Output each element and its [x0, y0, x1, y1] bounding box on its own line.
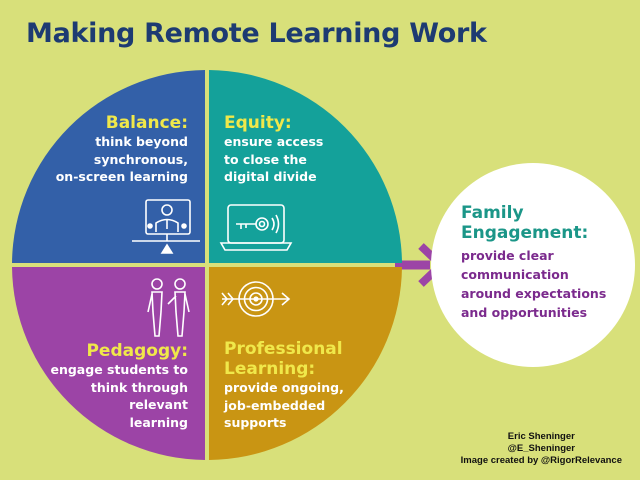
balance-body: think beyond synchronous, on-screen lear…: [55, 134, 188, 184]
equity-body: ensure access to close the digital divid…: [224, 134, 324, 184]
pedagogy-heading: Pedagogy:: [86, 341, 188, 361]
teacher-on-screen-icon: [132, 199, 200, 254]
balance-section: Balance: think beyond synchronous, on-sc…: [56, 113, 188, 186]
equity-heading: Equity:: [224, 113, 292, 133]
family-engagement-section: Family Engagement: provide clear communi…: [461, 203, 631, 322]
laptop-key-icon: [219, 204, 293, 251]
professional-heading-line2: Learning:: [224, 359, 316, 379]
credit-creator: Image created by @RigorRelevance: [460, 455, 622, 466]
pedagogy-quadrant: [12, 267, 206, 460]
family-body: provide clear communication around expec…: [461, 248, 607, 320]
professional-heading-line1: Professional: [224, 339, 343, 359]
balance-heading: Balance:: [105, 113, 188, 133]
professional-body: provide ongoing, job-embedded supports: [224, 380, 344, 430]
credit-handle: @E_Sheninger: [507, 443, 575, 454]
equity-section: Equity: ensure access to close the digit…: [224, 113, 323, 186]
target-arrow-icon: [221, 281, 291, 317]
pedagogy-section: Pedagogy: engage students to think throu…: [50, 341, 188, 431]
page-title: Making Remote Learning Work: [26, 18, 487, 49]
credits: Eric Sheninger @E_Sheninger Image create…: [461, 431, 622, 467]
family-heading: Family Engagement:: [461, 203, 589, 243]
family-engagement-circle: [431, 163, 635, 367]
equity-quadrant: [209, 70, 402, 263]
people-talking-icon: [147, 278, 190, 337]
balance-quadrant: [12, 70, 206, 263]
credit-author: Eric Sheninger: [507, 431, 575, 442]
pedagogy-body: engage students to think through relevan…: [50, 362, 188, 430]
professional-section: Professional Learning: provide ongoing, …: [224, 339, 344, 432]
